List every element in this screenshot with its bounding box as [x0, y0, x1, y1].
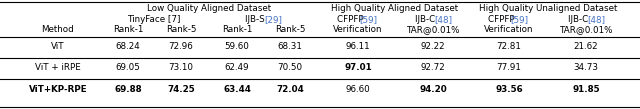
Text: 69.88: 69.88 — [114, 84, 142, 94]
Text: [59]: [59] — [359, 15, 377, 25]
Text: Method: Method — [42, 26, 74, 35]
Text: TAR@0.01%: TAR@0.01% — [559, 26, 612, 35]
Text: 93.56: 93.56 — [495, 84, 523, 94]
Text: Verification: Verification — [333, 26, 383, 35]
Text: IJB-C: IJB-C — [415, 15, 438, 25]
Text: Rank-5: Rank-5 — [275, 26, 305, 35]
Text: 63.44: 63.44 — [223, 84, 251, 94]
Text: 62.49: 62.49 — [225, 64, 250, 72]
Text: Rank-1: Rank-1 — [113, 26, 143, 35]
Text: High Quality Unaligned Dataset: High Quality Unaligned Dataset — [479, 4, 617, 14]
Text: CFPFP: CFPFP — [337, 15, 366, 25]
Text: 21.62: 21.62 — [573, 43, 598, 51]
Text: 96.11: 96.11 — [346, 43, 371, 51]
Text: Rank-5: Rank-5 — [166, 26, 196, 35]
Text: 97.01: 97.01 — [344, 64, 372, 72]
Text: Low Quality Aligned Dataset: Low Quality Aligned Dataset — [147, 4, 271, 14]
Text: 34.73: 34.73 — [573, 64, 598, 72]
Text: 72.04: 72.04 — [276, 84, 304, 94]
Text: 91.85: 91.85 — [572, 84, 600, 94]
Text: 72.96: 72.96 — [168, 43, 193, 51]
Text: 70.50: 70.50 — [277, 64, 303, 72]
Text: IJB-C: IJB-C — [568, 15, 591, 25]
Text: Rank-1: Rank-1 — [222, 26, 252, 35]
Text: 92.22: 92.22 — [420, 43, 445, 51]
Text: 59.60: 59.60 — [225, 43, 250, 51]
Text: 73.10: 73.10 — [168, 64, 193, 72]
Text: Verification: Verification — [484, 26, 534, 35]
Text: 74.25: 74.25 — [167, 84, 195, 94]
Text: 72.81: 72.81 — [497, 43, 522, 51]
Text: 68.31: 68.31 — [278, 43, 303, 51]
Text: TinyFace [7]: TinyFace [7] — [127, 15, 180, 25]
Text: 77.91: 77.91 — [497, 64, 522, 72]
Text: 68.24: 68.24 — [116, 43, 140, 51]
Text: [48]: [48] — [587, 15, 605, 25]
Text: [29]: [29] — [264, 15, 282, 25]
Text: TAR@0.01%: TAR@0.01% — [406, 26, 460, 35]
Text: CFPFP: CFPFP — [488, 15, 517, 25]
Text: 94.20: 94.20 — [419, 84, 447, 94]
Text: 92.72: 92.72 — [420, 64, 445, 72]
Text: 69.05: 69.05 — [116, 64, 140, 72]
Text: ViT+KP-RPE: ViT+KP-RPE — [29, 84, 87, 94]
Text: ViT + iRPE: ViT + iRPE — [35, 64, 81, 72]
Text: 96.60: 96.60 — [346, 84, 371, 94]
Text: [59]: [59] — [510, 15, 528, 25]
Text: High Quality Aligned Dataset: High Quality Aligned Dataset — [332, 4, 459, 14]
Text: IJB-S: IJB-S — [245, 15, 268, 25]
Text: ViT: ViT — [51, 43, 65, 51]
Text: [48]: [48] — [434, 15, 452, 25]
